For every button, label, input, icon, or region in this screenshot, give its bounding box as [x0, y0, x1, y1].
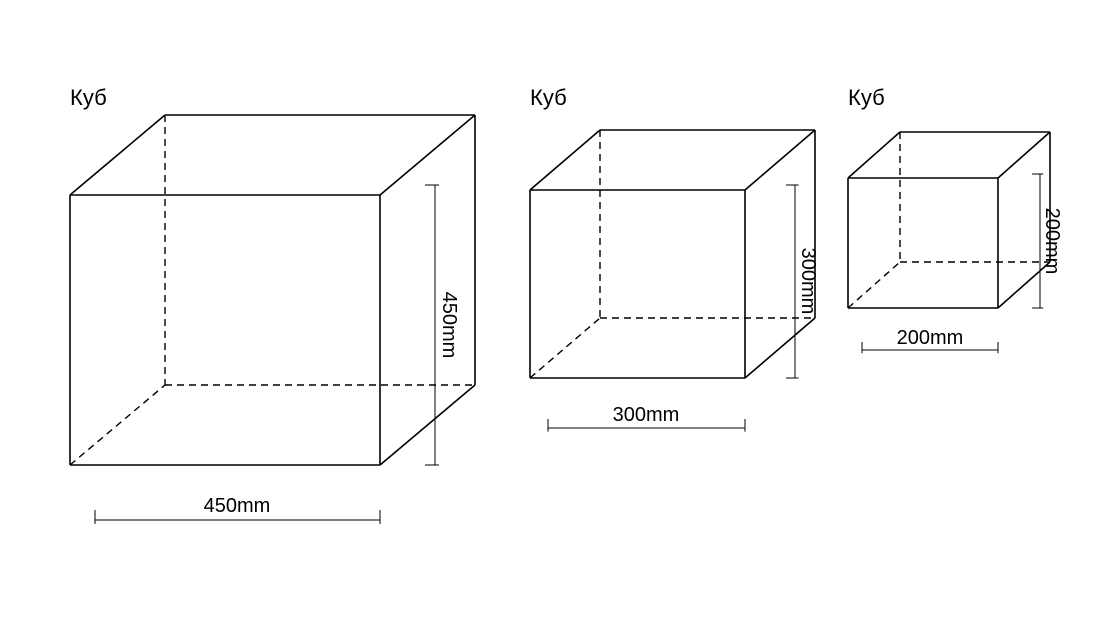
cube-title: Куб: [70, 85, 107, 110]
width-dimension-label: 300mm: [613, 404, 680, 426]
height-dimension-label: 200mm: [1041, 208, 1063, 275]
height-dimension-label: 300mm: [797, 248, 819, 315]
cube-title: Куб: [848, 85, 885, 110]
diagram-canvas: Куб 450mm 450mm Куб 300mm 300mm Куб 200mm 200mm: [0, 0, 1120, 634]
cube-2: Куб 200mm 200mm: [848, 85, 1063, 353]
width-dimension-label: 200mm: [897, 327, 964, 349]
cube-1: Куб 300mm 300mm: [530, 85, 819, 432]
height-dimension-label: 450mm: [438, 292, 460, 359]
cube-0: Куб 450mm 450mm: [70, 85, 475, 524]
width-dimension-label: 450mm: [204, 495, 271, 517]
cube-title: Куб: [530, 85, 567, 110]
